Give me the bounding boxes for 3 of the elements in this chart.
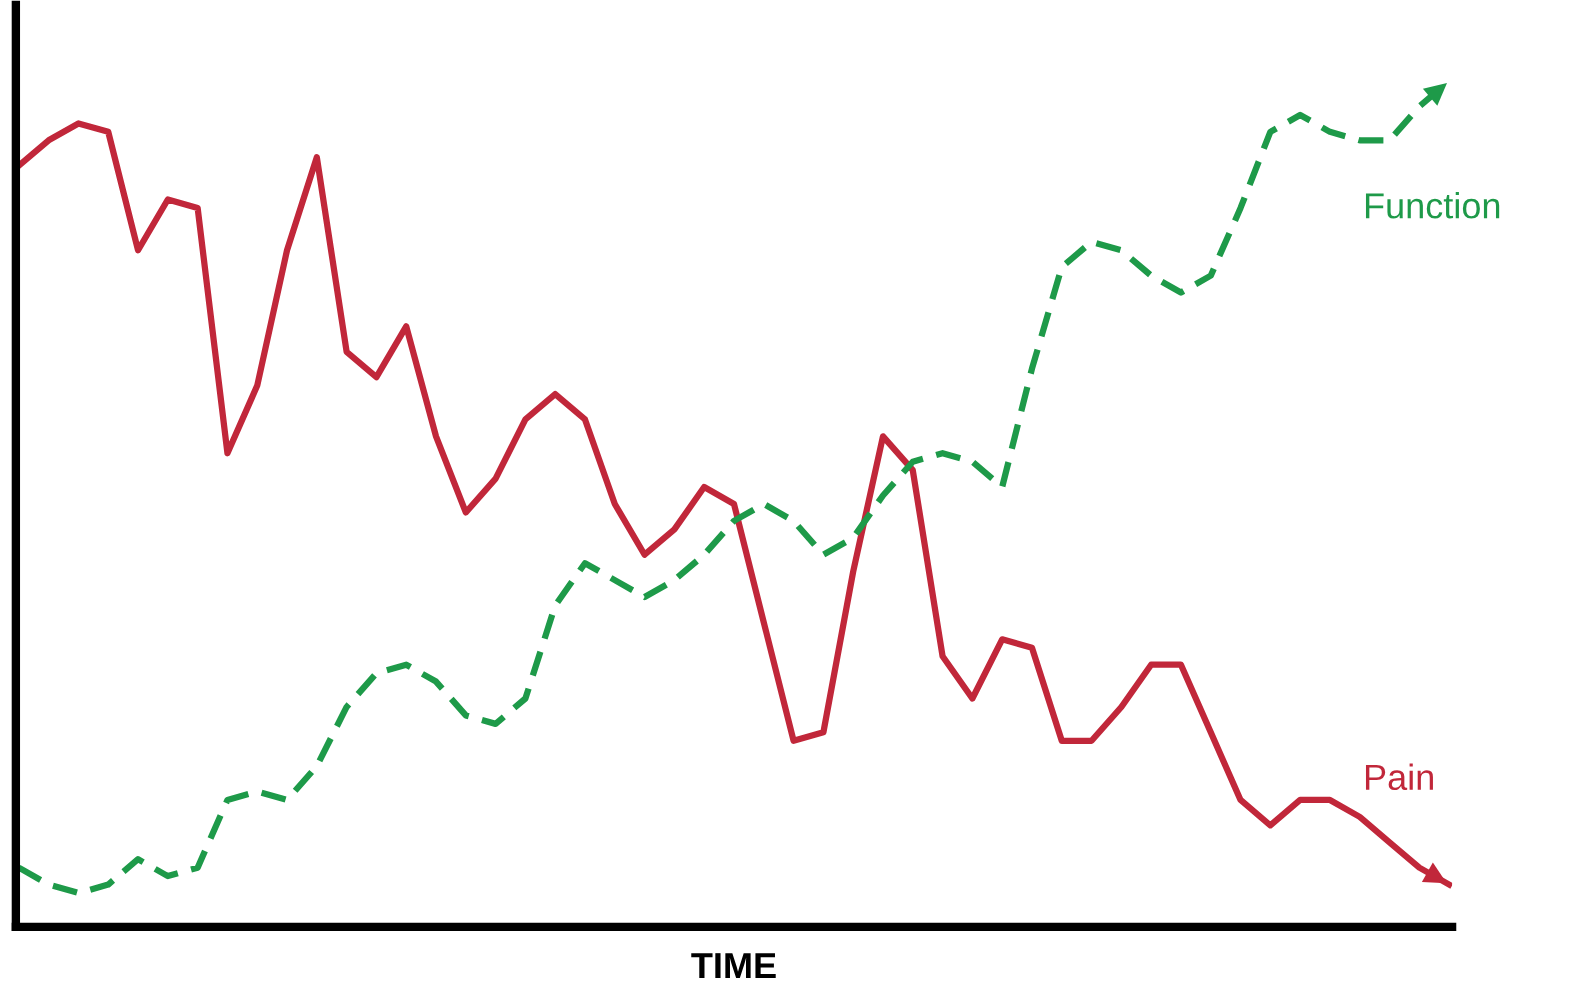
series-label: Pain — [1365, 763, 1433, 791]
series-label: Function — [1365, 192, 1500, 219]
x-axis-title: TIME — [691, 953, 776, 979]
